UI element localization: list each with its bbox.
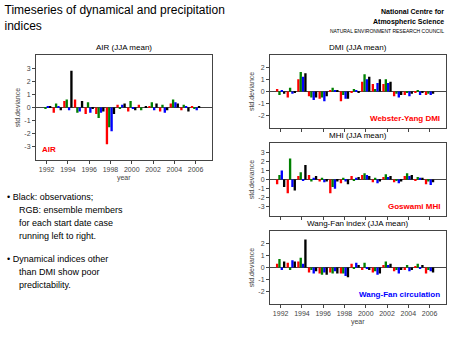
svg-text:• Dynamical indices other: • Dynamical indices other (7, 254, 108, 264)
svg-text:predictability.: predictability. (19, 280, 71, 290)
svg-text:-3: -3 (24, 143, 30, 150)
svg-text:0: 0 (261, 176, 265, 183)
svg-text:1998: 1998 (337, 310, 353, 317)
svg-text:1998: 1998 (103, 166, 119, 173)
svg-text:-1: -1 (258, 276, 264, 283)
svg-text:2006: 2006 (188, 166, 204, 173)
svg-text:-1: -1 (258, 100, 264, 107)
svg-text:2004: 2004 (166, 166, 182, 173)
svg-text:0: 0 (261, 264, 265, 271)
svg-text:for each start date case: for each start date case (19, 218, 113, 228)
svg-text:2: 2 (261, 64, 265, 71)
svg-text:year: year (351, 318, 365, 326)
svg-text:Atmospheric Science: Atmospheric Science (373, 18, 444, 26)
svg-text:-1: -1 (24, 117, 30, 124)
svg-text:-3: -3 (258, 203, 264, 210)
svg-text:2: 2 (27, 78, 31, 85)
svg-text:Timeseries of dynamical and pr: Timeseries of dynamical and precipitatio… (5, 3, 225, 33)
svg-text:2000: 2000 (358, 310, 374, 317)
svg-text:std.deviance: std.deviance (248, 72, 255, 111)
svg-text:-1: -1 (258, 185, 264, 192)
svg-text:1994: 1994 (294, 310, 310, 317)
svg-text:1992: 1992 (39, 166, 55, 173)
svg-text:NATURAL ENVIRONMENT RESEARCH C: NATURAL ENVIRONMENT RESEARCH COUNCIL (330, 28, 444, 34)
svg-text:year: year (117, 174, 131, 182)
svg-text:2004: 2004 (400, 310, 416, 317)
svg-text:Goswami MHI: Goswami MHI (388, 202, 440, 211)
svg-text:Wang-Fan index (JJA mean): Wang-Fan index (JJA mean) (307, 219, 408, 228)
svg-text:than DMI show poor: than DMI show poor (19, 267, 100, 277)
svg-text:1992: 1992 (273, 310, 289, 317)
svg-text:running left to right.: running left to right. (19, 231, 96, 241)
svg-text:Webster-Yang DMI: Webster-Yang DMI (370, 114, 440, 123)
svg-text:0: 0 (27, 104, 31, 111)
svg-text:1: 1 (261, 252, 265, 259)
svg-text:• Black: observations;: • Black: observations; (7, 192, 93, 202)
svg-text:1: 1 (261, 167, 265, 174)
svg-text:2002: 2002 (379, 310, 395, 317)
svg-text:-2: -2 (258, 112, 264, 119)
svg-text:Wang-Fan circulation: Wang-Fan circulation (359, 290, 440, 299)
svg-text:std.deviance: std.deviance (14, 88, 21, 127)
svg-text:MHI (JJA mean): MHI (JJA mean) (329, 131, 387, 140)
svg-text:1: 1 (261, 76, 265, 83)
svg-text:3: 3 (261, 149, 265, 156)
svg-text:0: 0 (261, 88, 265, 95)
svg-text:1994: 1994 (60, 166, 76, 173)
svg-text:3: 3 (27, 65, 31, 72)
svg-text:2000: 2000 (124, 166, 140, 173)
svg-text:std.deviance: std.deviance (248, 160, 255, 199)
svg-text:1996: 1996 (315, 310, 331, 317)
svg-text:National Centre for: National Centre for (381, 8, 444, 15)
svg-text:1996: 1996 (81, 166, 97, 173)
svg-text:DMI (JJA mean): DMI (JJA mean) (329, 43, 387, 52)
svg-text:AIR: AIR (42, 145, 56, 154)
svg-text:2: 2 (261, 158, 265, 165)
svg-text:2006: 2006 (422, 310, 438, 317)
svg-text:1: 1 (27, 91, 31, 98)
svg-text:RGB: ensemble members: RGB: ensemble members (19, 205, 123, 215)
svg-text:-2: -2 (258, 288, 264, 295)
svg-text:AIR (JJA mean): AIR (JJA mean) (96, 43, 152, 52)
svg-text:2002: 2002 (145, 166, 161, 173)
svg-text:2: 2 (261, 240, 265, 247)
svg-text:std.deviance: std.deviance (248, 248, 255, 287)
svg-text:-2: -2 (258, 194, 264, 201)
svg-text:-2: -2 (24, 130, 30, 137)
